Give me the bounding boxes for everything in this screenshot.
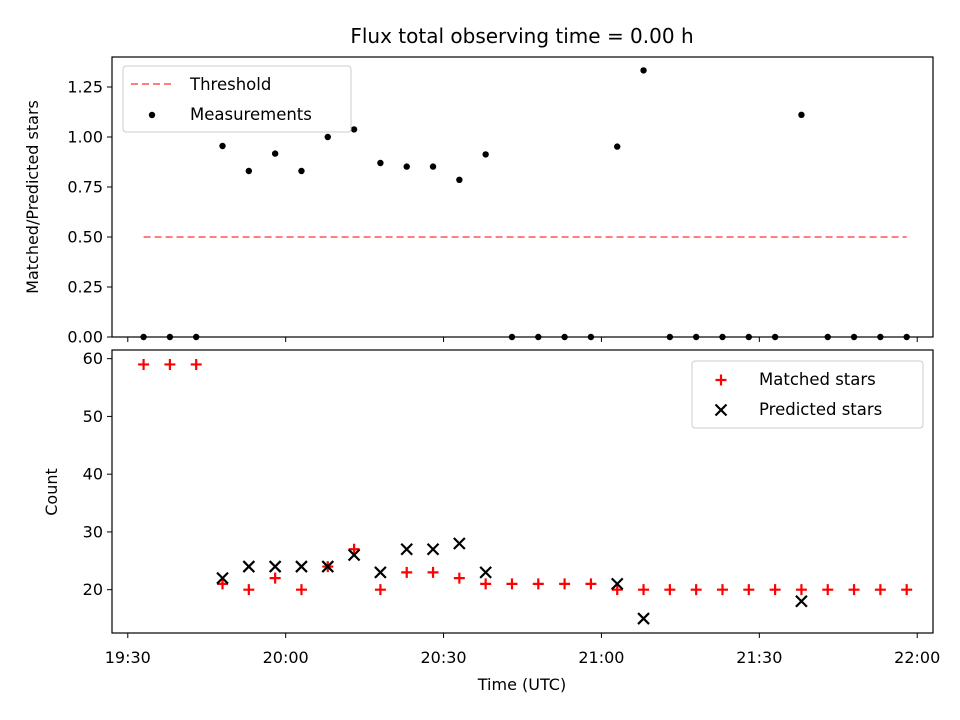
- measurement-point: [377, 159, 384, 167]
- predicted-star-point: [216, 571, 229, 585]
- matched-star-point: [348, 543, 360, 555]
- measurements-legend-label: Measurements: [190, 105, 312, 124]
- matched-star-point: [138, 358, 150, 370]
- measurement-point: [640, 67, 647, 74]
- x-axis-label: Time (UTC): [477, 675, 566, 694]
- top-chart-title: Flux total observing time = 0.00 h: [350, 24, 693, 48]
- measurement-point: [429, 163, 437, 170]
- top-axes-frame: [111, 56, 934, 338]
- bottom-axes-frame: [111, 349, 934, 634]
- top-y-tick-label: 0.25: [67, 278, 103, 297]
- measurement-point: [482, 151, 489, 158]
- bottom-plot-area: [138, 358, 913, 625]
- top-y-tick-label: 1.25: [67, 78, 103, 97]
- bottom-ticks: 20 30 40 50 60 19:30 20:00 20:30 21:00 21:30 22:00: [83, 349, 941, 667]
- matched-star-point: [269, 572, 281, 584]
- matched-star-point: [427, 566, 439, 578]
- predicted-star-point: [321, 560, 335, 573]
- matched-star-point: [559, 578, 571, 590]
- bottom-y-axis-label: Count: [42, 468, 61, 516]
- matched-star-point: [374, 584, 386, 596]
- matched-star-point: [848, 584, 860, 596]
- top-panel: 0.00 0.25 0.50 0.75 1.00 1.25 Matched/Predict…: [23, 56, 934, 347]
- measurements-legend-swatch: [148, 111, 156, 119]
- matched-star-point: [243, 584, 255, 596]
- matched-star-point: [611, 584, 623, 596]
- predicted-legend-swatch: [714, 403, 728, 417]
- matched-star-point: [874, 584, 886, 596]
- top-legend: Threshold Measurements: [122, 65, 352, 133]
- matched-star-point: [480, 578, 492, 590]
- top-ticks: 0.00 0.25 0.50 0.75 1.00 1.25: [67, 78, 918, 347]
- predicted-star-point: [453, 537, 466, 550]
- predicted-star-point: [400, 542, 413, 556]
- matched-star-point: [506, 578, 518, 590]
- measurement-point: [798, 111, 805, 119]
- predicted-star-point: [347, 548, 361, 562]
- matched-star-point: [795, 584, 807, 596]
- matched-star-point: [716, 584, 728, 596]
- matched-star-point: [638, 584, 650, 596]
- bottom-x-tick-label: 20:30: [421, 648, 467, 667]
- bottom-y-tick-label: 60: [83, 349, 103, 368]
- matched-star-point: [190, 358, 202, 370]
- predicted-star-point: [374, 566, 387, 579]
- predicted-star-point: [426, 542, 440, 556]
- measurement-point: [245, 167, 253, 175]
- bottom-x-tick-label: 21:30: [736, 648, 782, 667]
- measurement-point: [350, 126, 358, 133]
- bottom-x-tick-label: 19:30: [105, 648, 151, 667]
- predicted-star-point: [242, 560, 256, 573]
- matched-star-point: [901, 584, 913, 596]
- matched-star-point: [164, 358, 176, 370]
- matched-star-point: [822, 584, 834, 596]
- bottom-x-tick-label: 22:00: [894, 648, 940, 667]
- predicted-legend-label: Predicted stars: [759, 400, 882, 419]
- predicted-star-point: [610, 577, 624, 591]
- bottom-legend: Matched stars Predicted stars: [691, 360, 924, 429]
- matched-star-point: [690, 584, 702, 596]
- measurement-point: [219, 142, 226, 150]
- bottom-legend-box: [691, 360, 924, 429]
- matched-star-point: [453, 572, 465, 584]
- top-y-tick-label: 0.75: [67, 178, 103, 197]
- matched-star-point: [743, 584, 755, 596]
- top-y-tick-label: 0.50: [67, 228, 103, 247]
- predicted-star-point: [268, 560, 282, 573]
- bottom-y-tick-label: 50: [83, 407, 103, 426]
- predicted-star-point: [795, 594, 808, 608]
- measurement-point: [298, 167, 305, 175]
- measurement-point: [324, 133, 331, 141]
- matched-star-point: [295, 584, 307, 596]
- matched-star-point: [217, 578, 229, 590]
- bottom-y-tick-label: 20: [83, 580, 103, 599]
- matched-legend-swatch: [715, 374, 727, 386]
- top-legend-box: [122, 65, 352, 133]
- bottom-x-tick-label: 21:00: [578, 648, 624, 667]
- predicted-star-point: [295, 560, 308, 573]
- measurement-point: [614, 143, 621, 150]
- top-y-tick-label: 0.00: [67, 328, 103, 347]
- measurement-point: [456, 176, 463, 183]
- predicted-star-point: [479, 566, 492, 579]
- predicted-star-point: [637, 612, 650, 625]
- top-y-axis-label: Matched/Predicted stars: [23, 100, 42, 294]
- bottom-panel: 20 30 40 50 60 19:30 20:00 20:30 21:00 21:30 22:00…: [42, 349, 940, 694]
- threshold-legend-label: Threshold: [189, 75, 271, 94]
- bottom-y-tick-label: 40: [83, 465, 103, 484]
- bottom-x-tick-label: 20:00: [263, 648, 309, 667]
- matched-star-point: [532, 578, 544, 590]
- measurement-point: [271, 150, 279, 157]
- matched-legend-label: Matched stars: [759, 370, 876, 389]
- matched-star-point: [769, 584, 781, 596]
- top-y-tick-label: 1.00: [67, 128, 103, 147]
- matched-star-point: [585, 578, 597, 590]
- matched-star-point: [664, 584, 676, 596]
- measurement-point: [403, 163, 410, 170]
- bottom-y-tick-label: 30: [83, 522, 103, 541]
- matched-star-point: [401, 566, 413, 578]
